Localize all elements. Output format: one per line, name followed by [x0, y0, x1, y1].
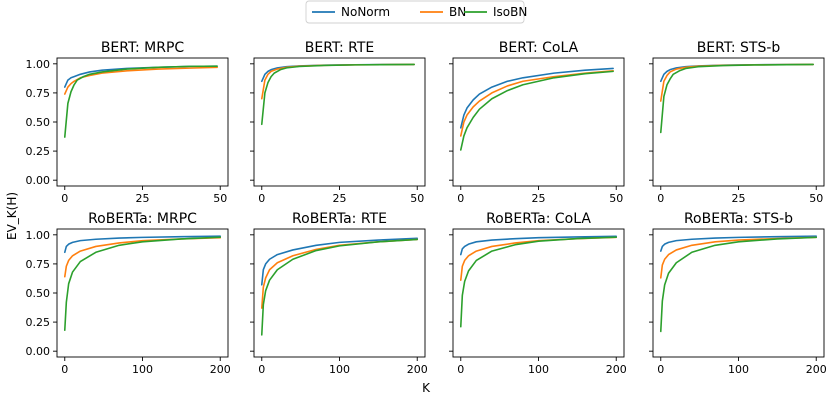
series-line-roberta-cola-nonorm [459, 235, 618, 256]
x-tick-label-bert-cola-0: 0 [457, 192, 464, 205]
x-tick-label-roberta-cola-100: 100 [528, 363, 549, 376]
series-line-roberta-mrpc-isobn [63, 236, 222, 332]
panel-bert-mrpc: BERT: MRPC 0 25 50 0.00 0.25 0.50 0.75 1.00 [26, 40, 229, 205]
y-tick-label-bert-mrpc-0.25: 0.25 [26, 145, 51, 158]
x-tick-label-roberta-rte-0: 0 [258, 363, 265, 376]
series-line-bert-rte-isobn [260, 63, 415, 126]
series-line-bert-mrpc-isobn [63, 65, 218, 138]
series-line-roberta-sts-b-isobn [659, 236, 818, 333]
y-axis-label: EV_K(H) [5, 192, 19, 240]
panel-title-bert-rte: BERT: RTE [305, 40, 374, 56]
axes-frame-roberta-cola [452, 228, 625, 358]
series-line-roberta-mrpc-nonorm [63, 235, 222, 254]
axes-frame-bert-cola [452, 57, 625, 187]
y-tick-label-roberta-mrpc-0.00: 0.00 [26, 345, 51, 358]
panel-roberta-mrpc: RoBERTa: MRPC 0 100 200 0.00 0.25 0.50 0.75 1.00 [26, 211, 231, 376]
panel-title-bert-sts-b: BERT: STS-b [697, 40, 781, 56]
y-tick-label-bert-mrpc-0.75: 0.75 [26, 87, 51, 100]
panel-title-bert-cola: BERT: CoLA [499, 40, 579, 56]
x-tick-label-bert-cola-50: 50 [609, 192, 623, 205]
series-line-roberta-rte-bn [260, 238, 419, 309]
y-tick-label-roberta-mrpc-0.25: 0.25 [26, 316, 51, 329]
x-tick-label-roberta-mrpc-0: 0 [61, 363, 68, 376]
x-tick-label-roberta-mrpc-200: 200 [210, 363, 231, 376]
series-line-roberta-rte-isobn [260, 238, 419, 336]
y-tick-label-roberta-mrpc-0.50: 0.50 [26, 287, 51, 300]
x-tick-label-roberta-sts-b-0: 0 [657, 363, 664, 376]
x-tick-label-roberta-sts-b-200: 200 [806, 363, 827, 376]
legend-frame [305, 0, 525, 24]
y-tick-label-bert-mrpc-1.00: 1.00 [26, 58, 51, 71]
x-tick-label-roberta-mrpc-100: 100 [132, 363, 153, 376]
x-tick-label-bert-mrpc-0: 0 [61, 192, 68, 205]
panel-bert-sts-b: BERT: STS-b 0 25 50 [649, 40, 825, 205]
panel-title-roberta-cola: RoBERTa: CoLA [486, 211, 591, 227]
axes-frame-roberta-mrpc [56, 228, 229, 358]
x-tick-label-bert-sts-b-25: 25 [732, 192, 746, 205]
panel-bert-cola: BERT: CoLA 0 25 50 [449, 40, 625, 205]
x-tick-label-roberta-cola-0: 0 [457, 363, 464, 376]
series-line-bert-rte-bn [260, 63, 415, 100]
axes-frame-bert-rte [253, 57, 426, 187]
legend: NoNorm BN IsoBN [305, 0, 527, 24]
panel-roberta-sts-b: RoBERTa: STS-b 0 100 200 [649, 211, 827, 376]
series-line-bert-cola-bn [459, 70, 614, 137]
x-tick-label-roberta-sts-b-100: 100 [728, 363, 749, 376]
panel-title-roberta-mrpc: RoBERTa: MRPC [88, 211, 197, 227]
y-tick-label-bert-mrpc-0.00: 0.00 [26, 174, 51, 187]
y-tick-label-roberta-mrpc-0.75: 0.75 [26, 258, 51, 271]
x-tick-label-bert-rte-25: 25 [333, 192, 347, 205]
x-axis-label: K [422, 381, 431, 395]
series-line-roberta-sts-b-bn [659, 236, 818, 279]
x-tick-label-bert-sts-b-50: 50 [809, 192, 823, 205]
axes-frame-roberta-sts-b [652, 228, 825, 358]
y-tick-label-roberta-mrpc-1.00: 1.00 [26, 229, 51, 242]
legend-label-isobn: IsoBN [493, 5, 527, 19]
x-tick-label-bert-mrpc-50: 50 [213, 192, 227, 205]
x-tick-label-bert-cola-25: 25 [532, 192, 546, 205]
panel-title-roberta-rte: RoBERTa: RTE [292, 211, 387, 227]
x-tick-label-roberta-cola-200: 200 [606, 363, 627, 376]
series-line-bert-cola-isobn [459, 70, 614, 151]
x-tick-label-bert-rte-50: 50 [410, 192, 424, 205]
panel-roberta-rte: RoBERTa: RTE 0 100 200 [250, 211, 428, 376]
series-line-bert-sts-b-isobn [659, 63, 814, 134]
series-line-bert-mrpc-bn [63, 66, 218, 95]
x-tick-label-roberta-rte-200: 200 [407, 363, 428, 376]
legend-label-nonorm: NoNorm [341, 5, 390, 19]
series-line-roberta-rte-nonorm [260, 237, 419, 286]
x-tick-label-bert-mrpc-25: 25 [136, 192, 150, 205]
axes-frame-bert-sts-b [652, 57, 825, 187]
series-line-bert-cola-nonorm [459, 67, 614, 129]
series-line-roberta-sts-b-nonorm [659, 235, 818, 252]
x-tick-label-roberta-rte-100: 100 [329, 363, 350, 376]
series-line-roberta-cola-bn [459, 236, 618, 282]
panel-roberta-cola: RoBERTa: CoLA 0 100 200 [449, 211, 627, 376]
panel-title-bert-mrpc: BERT: MRPC [101, 40, 185, 56]
y-tick-label-bert-mrpc-0.50: 0.50 [26, 116, 51, 129]
series-line-roberta-cola-isobn [459, 236, 618, 328]
panel-bert-rte: BERT: RTE 0 25 50 [250, 40, 426, 205]
axes-frame-roberta-rte [253, 228, 426, 358]
x-tick-label-bert-rte-0: 0 [258, 192, 265, 205]
panel-title-roberta-sts-b: RoBERTa: STS-b [684, 211, 793, 227]
legend-label-bn: BN [449, 5, 466, 19]
x-tick-label-bert-sts-b-0: 0 [657, 192, 664, 205]
